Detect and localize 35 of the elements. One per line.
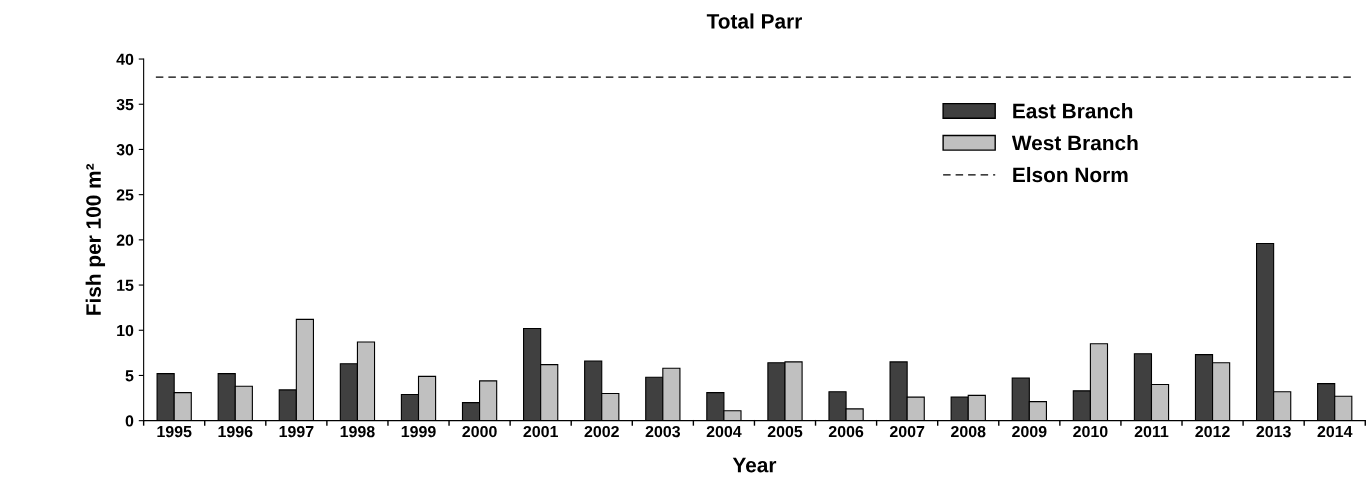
x-tick-label: 2011 bbox=[1134, 425, 1169, 438]
y-tick-label: 35 bbox=[116, 98, 134, 111]
y-tick-label: 10 bbox=[117, 324, 134, 337]
x-tick-label: 2000 bbox=[462, 425, 497, 438]
y-tick-label: 0 bbox=[125, 415, 134, 427]
x-tick-label: 2002 bbox=[584, 425, 619, 438]
x-tick-label: 2012 bbox=[1195, 425, 1230, 438]
x-tick-label: 1995 bbox=[157, 425, 192, 438]
y-tick-label: 30 bbox=[116, 144, 134, 156]
y-tick-label: 25 bbox=[116, 189, 134, 201]
legend-label: East Branch bbox=[1013, 103, 1133, 119]
y-tick-label: 5 bbox=[125, 370, 134, 382]
x-tick-label: 2007 bbox=[889, 425, 925, 438]
x-tick-label: 2006 bbox=[828, 425, 864, 438]
y-axis-title: Fish per 100 m² bbox=[85, 163, 106, 315]
x-tick-label: 2010 bbox=[1073, 425, 1108, 438]
x-axis-title: Year bbox=[732, 457, 777, 473]
x-tick-label: 2001 bbox=[523, 425, 558, 438]
chart-title: Total Parr bbox=[706, 13, 802, 29]
legend-label: West Branch bbox=[1011, 135, 1138, 151]
y-tick-label: 15 bbox=[117, 279, 134, 291]
x-tick-label: 2014 bbox=[1317, 425, 1353, 438]
x-tick-label: 2013 bbox=[1256, 425, 1291, 438]
x-tick-label: 2008 bbox=[951, 425, 986, 438]
x-tick-label: 1999 bbox=[401, 425, 436, 438]
x-tick-label: 2005 bbox=[767, 425, 803, 438]
x-tick-label: 1997 bbox=[279, 425, 314, 438]
x-tick-label: 2009 bbox=[1012, 425, 1047, 438]
x-tick-label: 2004 bbox=[706, 425, 742, 438]
x-tick-label: 1996 bbox=[218, 425, 253, 438]
legend-label: Elson Norm bbox=[1013, 166, 1128, 183]
y-tick-label: 20 bbox=[116, 234, 134, 246]
y-tick-label: 40 bbox=[116, 53, 134, 65]
x-tick-label: 2003 bbox=[645, 425, 681, 438]
x-tick-label: 1998 bbox=[340, 425, 375, 438]
